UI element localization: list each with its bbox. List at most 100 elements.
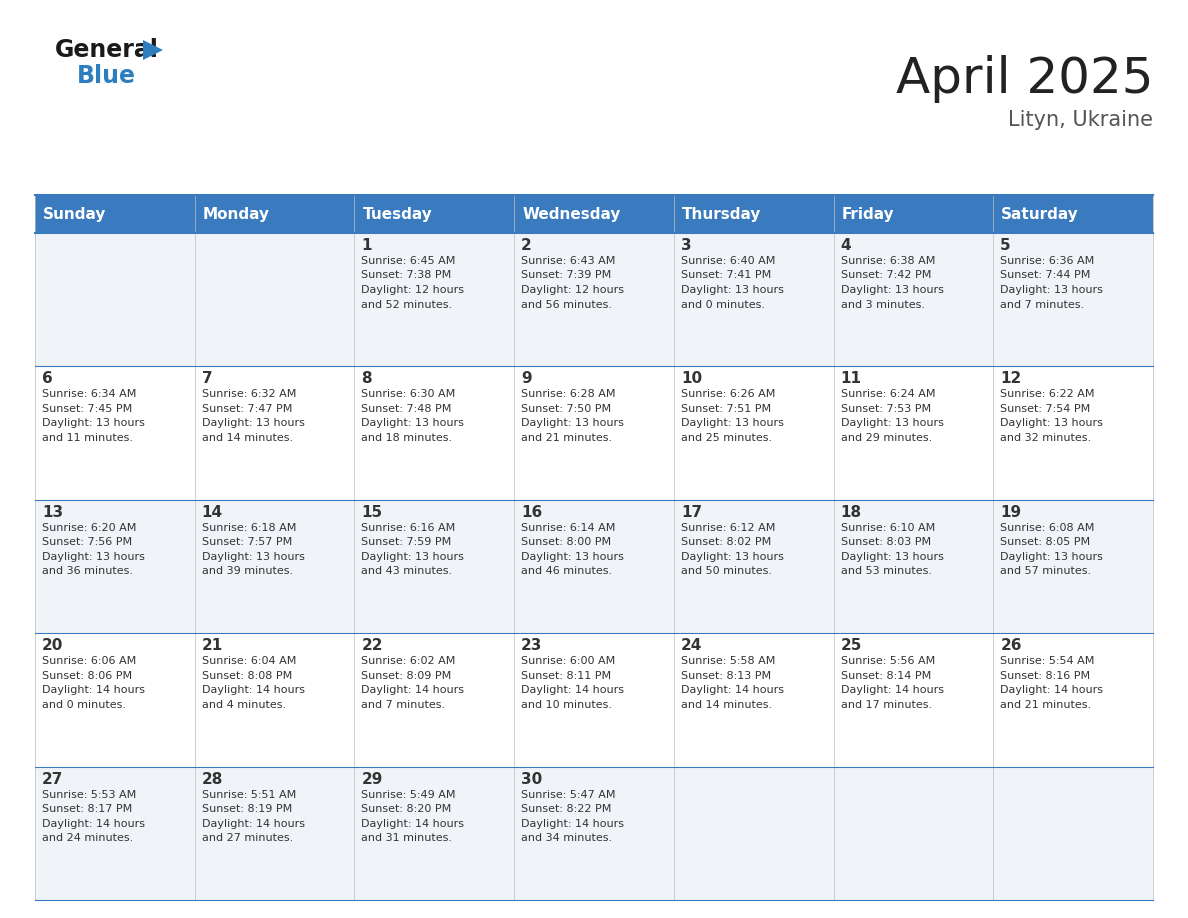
Text: Daylight: 13 hours: Daylight: 13 hours (361, 419, 465, 429)
Text: and 46 minutes.: and 46 minutes. (522, 566, 612, 577)
Text: Sunrise: 5:53 AM: Sunrise: 5:53 AM (42, 789, 137, 800)
Text: Sunset: 8:09 PM: Sunset: 8:09 PM (361, 671, 451, 681)
Text: and 31 minutes.: and 31 minutes. (361, 834, 453, 843)
Text: Sunset: 8:19 PM: Sunset: 8:19 PM (202, 804, 292, 814)
Text: Sunrise: 6:10 AM: Sunrise: 6:10 AM (841, 522, 935, 532)
Bar (354, 366, 514, 499)
Text: Sunrise: 6:20 AM: Sunrise: 6:20 AM (42, 522, 137, 532)
Text: Daylight: 14 hours: Daylight: 14 hours (681, 685, 784, 695)
Text: and 21 minutes.: and 21 minutes. (522, 433, 612, 442)
Bar (674, 195, 834, 233)
Text: and 7 minutes.: and 7 minutes. (361, 700, 446, 710)
Text: and 27 minutes.: and 27 minutes. (202, 834, 293, 843)
Text: 18: 18 (841, 505, 861, 520)
Text: Wednesday: Wednesday (523, 207, 620, 221)
Text: Sunset: 8:06 PM: Sunset: 8:06 PM (42, 671, 132, 681)
Text: and 36 minutes.: and 36 minutes. (42, 566, 133, 577)
Text: 3: 3 (681, 238, 691, 253)
Text: and 4 minutes.: and 4 minutes. (202, 700, 286, 710)
Text: 25: 25 (841, 638, 862, 654)
Text: 14: 14 (202, 505, 223, 520)
Text: 22: 22 (361, 638, 383, 654)
Text: Daylight: 13 hours: Daylight: 13 hours (202, 552, 304, 562)
Text: and 32 minutes.: and 32 minutes. (1000, 433, 1092, 442)
Text: Sunday: Sunday (43, 207, 107, 221)
Text: Daylight: 13 hours: Daylight: 13 hours (841, 419, 943, 429)
Text: Sunrise: 6:34 AM: Sunrise: 6:34 AM (42, 389, 137, 399)
Text: Daylight: 14 hours: Daylight: 14 hours (841, 685, 943, 695)
Bar (514, 366, 674, 499)
Text: 2: 2 (522, 238, 532, 253)
Bar (34, 633, 195, 767)
Bar (514, 499, 674, 633)
Bar (834, 366, 993, 499)
Text: Daylight: 13 hours: Daylight: 13 hours (681, 552, 784, 562)
Bar (34, 499, 195, 633)
Text: Daylight: 13 hours: Daylight: 13 hours (522, 419, 624, 429)
Text: Blue: Blue (77, 64, 135, 88)
Text: 5: 5 (1000, 238, 1011, 253)
Text: 27: 27 (42, 772, 63, 787)
Text: Sunrise: 6:24 AM: Sunrise: 6:24 AM (841, 389, 935, 399)
Text: Sunset: 8:08 PM: Sunset: 8:08 PM (202, 671, 292, 681)
Text: and 0 minutes.: and 0 minutes. (681, 299, 765, 309)
Text: Sunrise: 6:30 AM: Sunrise: 6:30 AM (361, 389, 456, 399)
Text: and 24 minutes.: and 24 minutes. (42, 834, 133, 843)
Text: Sunset: 8:11 PM: Sunset: 8:11 PM (522, 671, 612, 681)
Text: 23: 23 (522, 638, 543, 654)
Bar (993, 233, 1154, 366)
Text: 13: 13 (42, 505, 63, 520)
Text: Daylight: 14 hours: Daylight: 14 hours (361, 819, 465, 829)
Text: Daylight: 13 hours: Daylight: 13 hours (681, 419, 784, 429)
Text: and 14 minutes.: and 14 minutes. (202, 433, 292, 442)
Text: Sunset: 8:02 PM: Sunset: 8:02 PM (681, 537, 771, 547)
Text: Daylight: 14 hours: Daylight: 14 hours (522, 819, 624, 829)
Text: and 25 minutes.: and 25 minutes. (681, 433, 772, 442)
Text: Sunset: 7:50 PM: Sunset: 7:50 PM (522, 404, 612, 414)
Text: Sunrise: 6:18 AM: Sunrise: 6:18 AM (202, 522, 296, 532)
Bar (34, 366, 195, 499)
Text: Saturday: Saturday (1001, 207, 1079, 221)
Text: Daylight: 14 hours: Daylight: 14 hours (42, 685, 145, 695)
Bar (674, 499, 834, 633)
Text: Sunrise: 6:32 AM: Sunrise: 6:32 AM (202, 389, 296, 399)
Text: Sunset: 7:51 PM: Sunset: 7:51 PM (681, 404, 771, 414)
Text: and 50 minutes.: and 50 minutes. (681, 566, 772, 577)
Text: 7: 7 (202, 372, 213, 386)
Text: Daylight: 13 hours: Daylight: 13 hours (1000, 552, 1104, 562)
Bar (674, 633, 834, 767)
Text: Sunset: 7:54 PM: Sunset: 7:54 PM (1000, 404, 1091, 414)
Text: Sunrise: 6:00 AM: Sunrise: 6:00 AM (522, 656, 615, 666)
Text: 8: 8 (361, 372, 372, 386)
Bar (834, 195, 993, 233)
Text: Daylight: 12 hours: Daylight: 12 hours (522, 285, 624, 295)
Text: and 43 minutes.: and 43 minutes. (361, 566, 453, 577)
Text: 29: 29 (361, 772, 383, 787)
Text: Daylight: 14 hours: Daylight: 14 hours (202, 685, 304, 695)
Text: Sunset: 7:48 PM: Sunset: 7:48 PM (361, 404, 451, 414)
Bar (993, 633, 1154, 767)
Bar (514, 233, 674, 366)
Text: Daylight: 13 hours: Daylight: 13 hours (681, 285, 784, 295)
Text: Sunrise: 6:40 AM: Sunrise: 6:40 AM (681, 256, 776, 266)
Text: Sunrise: 6:04 AM: Sunrise: 6:04 AM (202, 656, 296, 666)
Text: Sunrise: 6:12 AM: Sunrise: 6:12 AM (681, 522, 776, 532)
Text: and 34 minutes.: and 34 minutes. (522, 834, 612, 843)
Text: Sunset: 7:56 PM: Sunset: 7:56 PM (42, 537, 132, 547)
Text: Sunrise: 6:02 AM: Sunrise: 6:02 AM (361, 656, 456, 666)
Text: Sunset: 7:39 PM: Sunset: 7:39 PM (522, 271, 612, 281)
Bar (354, 633, 514, 767)
Text: Sunset: 8:05 PM: Sunset: 8:05 PM (1000, 537, 1091, 547)
Text: Daylight: 13 hours: Daylight: 13 hours (1000, 419, 1104, 429)
Bar (674, 233, 834, 366)
Text: Sunset: 8:00 PM: Sunset: 8:00 PM (522, 537, 612, 547)
Text: Sunset: 7:41 PM: Sunset: 7:41 PM (681, 271, 771, 281)
Text: and 39 minutes.: and 39 minutes. (202, 566, 292, 577)
Text: Sunrise: 5:47 AM: Sunrise: 5:47 AM (522, 789, 615, 800)
Text: and 53 minutes.: and 53 minutes. (841, 566, 931, 577)
Text: Daylight: 14 hours: Daylight: 14 hours (361, 685, 465, 695)
Text: 26: 26 (1000, 638, 1022, 654)
Bar (354, 195, 514, 233)
Bar (195, 767, 354, 900)
Text: Daylight: 14 hours: Daylight: 14 hours (202, 819, 304, 829)
